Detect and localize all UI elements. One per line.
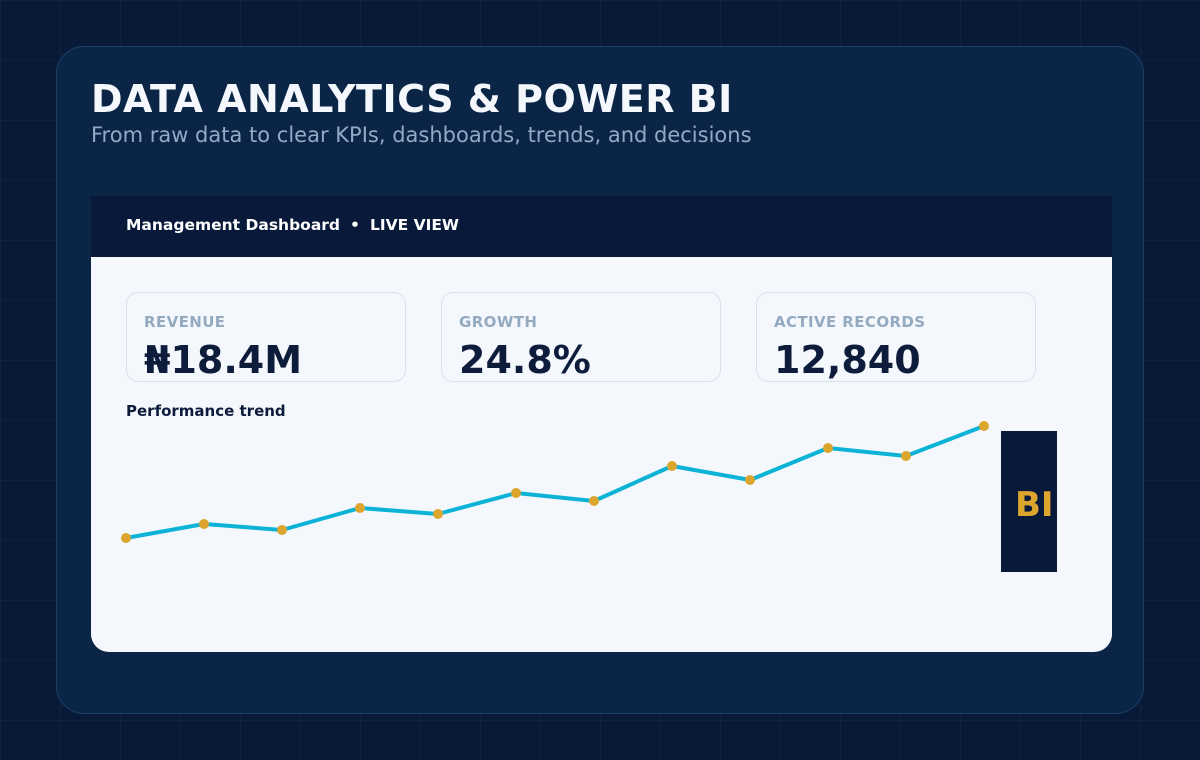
- kpi-card-active-records: ACTIVE RECORDS 12,840: [756, 292, 1036, 382]
- live-view-status: LIVE VIEW: [369, 216, 460, 234]
- trend-line: [124, 424, 986, 540]
- trend-point: [901, 451, 911, 461]
- performance-trend-chart: [121, 421, 989, 543]
- kpi-value: 24.8%: [459, 338, 591, 382]
- trend-point: [277, 525, 287, 535]
- main-panel: DATA ANALYTICS & POWER BI From raw data …: [56, 46, 1144, 714]
- kpi-value: 12,840: [774, 338, 921, 382]
- kpi-label: ACTIVE RECORDS: [774, 313, 926, 331]
- trend-point: [823, 443, 833, 453]
- trend-point: [355, 503, 365, 513]
- trend-point: [199, 519, 209, 529]
- dashboard-card: Management Dashboard • LIVE VIEW REVENUE ₦…: [91, 196, 1112, 652]
- kpi-card-revenue: REVENUE ₦18.4M: [126, 292, 406, 382]
- trend-point: [433, 509, 443, 519]
- trend-chart-title: Performance trend: [126, 402, 286, 420]
- kpi-label: GROWTH: [459, 313, 538, 331]
- trend-point: [979, 421, 989, 431]
- dashboard-name: Management Dashboard: [126, 216, 341, 234]
- trend-point: [667, 461, 677, 471]
- trend-point: [511, 488, 521, 498]
- kpi-label: REVENUE: [144, 313, 226, 331]
- bi-logo-badge: BI: [1001, 431, 1057, 572]
- kpi-value: ₦18.4M: [144, 338, 303, 382]
- header-separator: •: [350, 216, 360, 234]
- page-subtitle: From raw data to clear KPIs, dashboards,…: [91, 123, 752, 147]
- bi-logo-text: BI: [1015, 485, 1054, 525]
- trend-point: [745, 475, 755, 485]
- kpi-card-growth: GROWTH 24.8%: [441, 292, 721, 382]
- dashboard-header-text: Management Dashboard • LIVE VIEW: [126, 216, 459, 234]
- page-title: DATA ANALYTICS & POWER BI: [91, 77, 733, 121]
- trend-point: [589, 496, 599, 506]
- dashboard-header: Management Dashboard • LIVE VIEW: [91, 196, 1112, 257]
- trend-point: [121, 533, 131, 543]
